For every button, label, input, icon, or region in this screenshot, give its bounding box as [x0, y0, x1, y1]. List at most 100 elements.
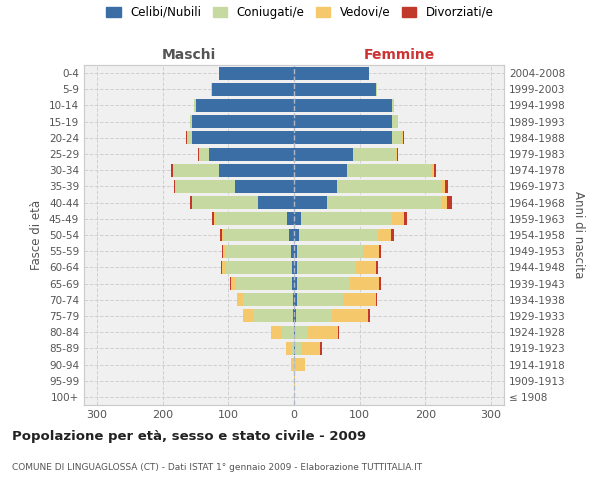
Bar: [294, 148, 353, 160]
Bar: [214, 212, 215, 226]
Bar: [292, 277, 294, 290]
Bar: [192, 132, 294, 144]
Bar: [223, 261, 226, 274]
Bar: [338, 326, 339, 338]
Bar: [226, 261, 292, 274]
Bar: [379, 277, 380, 290]
Bar: [379, 244, 381, 258]
Bar: [403, 132, 404, 144]
Bar: [434, 164, 436, 176]
Bar: [231, 277, 236, 290]
Bar: [271, 326, 281, 338]
Bar: [295, 342, 301, 355]
Bar: [176, 180, 235, 193]
Bar: [294, 132, 392, 144]
Bar: [294, 83, 376, 96]
Bar: [296, 310, 332, 322]
Text: COMUNE DI LINGUAGLOSSA (CT) - Dati ISTAT 1° gennaio 2009 - Elaborazione TUTTITAL: COMUNE DI LINGUAGLOSSA (CT) - Dati ISTAT…: [12, 462, 422, 471]
Bar: [397, 148, 398, 160]
Bar: [396, 148, 397, 160]
Bar: [447, 196, 452, 209]
Bar: [327, 196, 442, 209]
Bar: [220, 228, 222, 241]
Bar: [223, 228, 289, 241]
Bar: [378, 228, 391, 241]
Bar: [237, 294, 244, 306]
Bar: [211, 83, 212, 96]
Bar: [299, 228, 378, 241]
Bar: [173, 164, 218, 176]
Bar: [404, 212, 407, 226]
Bar: [442, 196, 447, 209]
Bar: [308, 326, 338, 338]
Legend: Celibi/Nubili, Coniugati/e, Vedovi/e, Divorziati/e: Celibi/Nubili, Coniugati/e, Vedovi/e, Di…: [101, 1, 499, 24]
Bar: [445, 180, 448, 193]
Bar: [223, 244, 225, 258]
Bar: [286, 342, 292, 355]
Bar: [363, 244, 379, 258]
Bar: [356, 261, 376, 274]
Bar: [368, 310, 370, 322]
Bar: [225, 244, 291, 258]
Bar: [301, 212, 392, 226]
Bar: [212, 212, 214, 226]
Bar: [294, 374, 295, 387]
Bar: [293, 294, 294, 306]
Bar: [253, 310, 293, 322]
Bar: [194, 99, 196, 112]
Bar: [294, 326, 295, 338]
Bar: [337, 180, 442, 193]
Bar: [215, 212, 287, 226]
Bar: [294, 310, 296, 322]
Bar: [294, 228, 299, 241]
Bar: [218, 66, 294, 80]
Bar: [294, 342, 295, 355]
Bar: [221, 261, 223, 274]
Bar: [391, 228, 394, 241]
Bar: [294, 277, 297, 290]
Bar: [230, 277, 231, 290]
Bar: [294, 358, 295, 371]
Bar: [392, 212, 404, 226]
Bar: [289, 228, 294, 241]
Bar: [190, 115, 192, 128]
Bar: [294, 164, 347, 176]
Bar: [292, 261, 294, 274]
Bar: [295, 358, 305, 371]
Bar: [392, 115, 398, 128]
Bar: [297, 261, 356, 274]
Bar: [297, 277, 350, 290]
Bar: [222, 244, 223, 258]
Text: Popolazione per età, sesso e stato civile - 2009: Popolazione per età, sesso e stato civil…: [12, 430, 366, 443]
Bar: [297, 294, 343, 306]
Bar: [347, 164, 432, 176]
Bar: [332, 310, 368, 322]
Bar: [212, 83, 294, 96]
Bar: [218, 164, 294, 176]
Bar: [294, 196, 327, 209]
Bar: [294, 180, 337, 193]
Bar: [209, 148, 294, 160]
Bar: [190, 196, 191, 209]
Text: Femmine: Femmine: [364, 48, 434, 62]
Bar: [222, 228, 223, 241]
Bar: [297, 244, 363, 258]
Bar: [291, 358, 293, 371]
Bar: [294, 66, 370, 80]
Bar: [281, 326, 294, 338]
Bar: [291, 244, 294, 258]
Bar: [392, 132, 402, 144]
Bar: [294, 294, 297, 306]
Bar: [320, 342, 322, 355]
Bar: [191, 196, 192, 209]
Bar: [236, 277, 292, 290]
Bar: [294, 115, 392, 128]
Bar: [294, 99, 392, 112]
Bar: [294, 261, 297, 274]
Bar: [192, 115, 294, 128]
Bar: [376, 294, 377, 306]
Bar: [432, 164, 434, 176]
Bar: [258, 196, 294, 209]
Bar: [301, 342, 320, 355]
Bar: [196, 99, 294, 112]
